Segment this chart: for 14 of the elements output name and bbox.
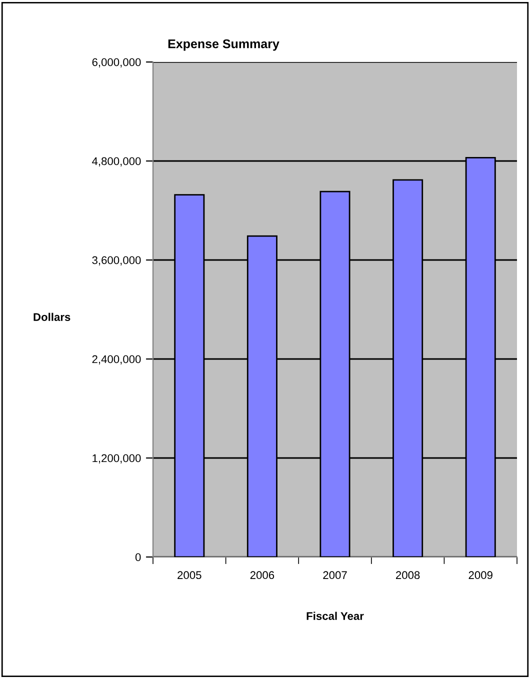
x-tick-label: 2007 bbox=[323, 571, 347, 580]
chart-title: Expense Summary bbox=[168, 39, 280, 51]
y-tick-label: 6,000,000 bbox=[92, 58, 141, 68]
x-tick-label: 2006 bbox=[250, 571, 274, 580]
y-tick-label: 1,200,000 bbox=[92, 454, 141, 464]
x-tick-label: 2008 bbox=[396, 571, 420, 580]
x-tick-label: 2009 bbox=[468, 571, 492, 580]
y-tick-label: 4,800,000 bbox=[92, 157, 141, 166]
x-axis-title: Fiscal Year bbox=[306, 612, 364, 620]
y-tick-label: 2,400,000 bbox=[92, 355, 141, 364]
y-axis-title: Dollars bbox=[34, 312, 70, 321]
y-tick-label: 0 bbox=[135, 553, 141, 562]
x-tick-label: 2005 bbox=[178, 571, 202, 580]
y-tick-label: 3,600,000 bbox=[92, 256, 141, 266]
